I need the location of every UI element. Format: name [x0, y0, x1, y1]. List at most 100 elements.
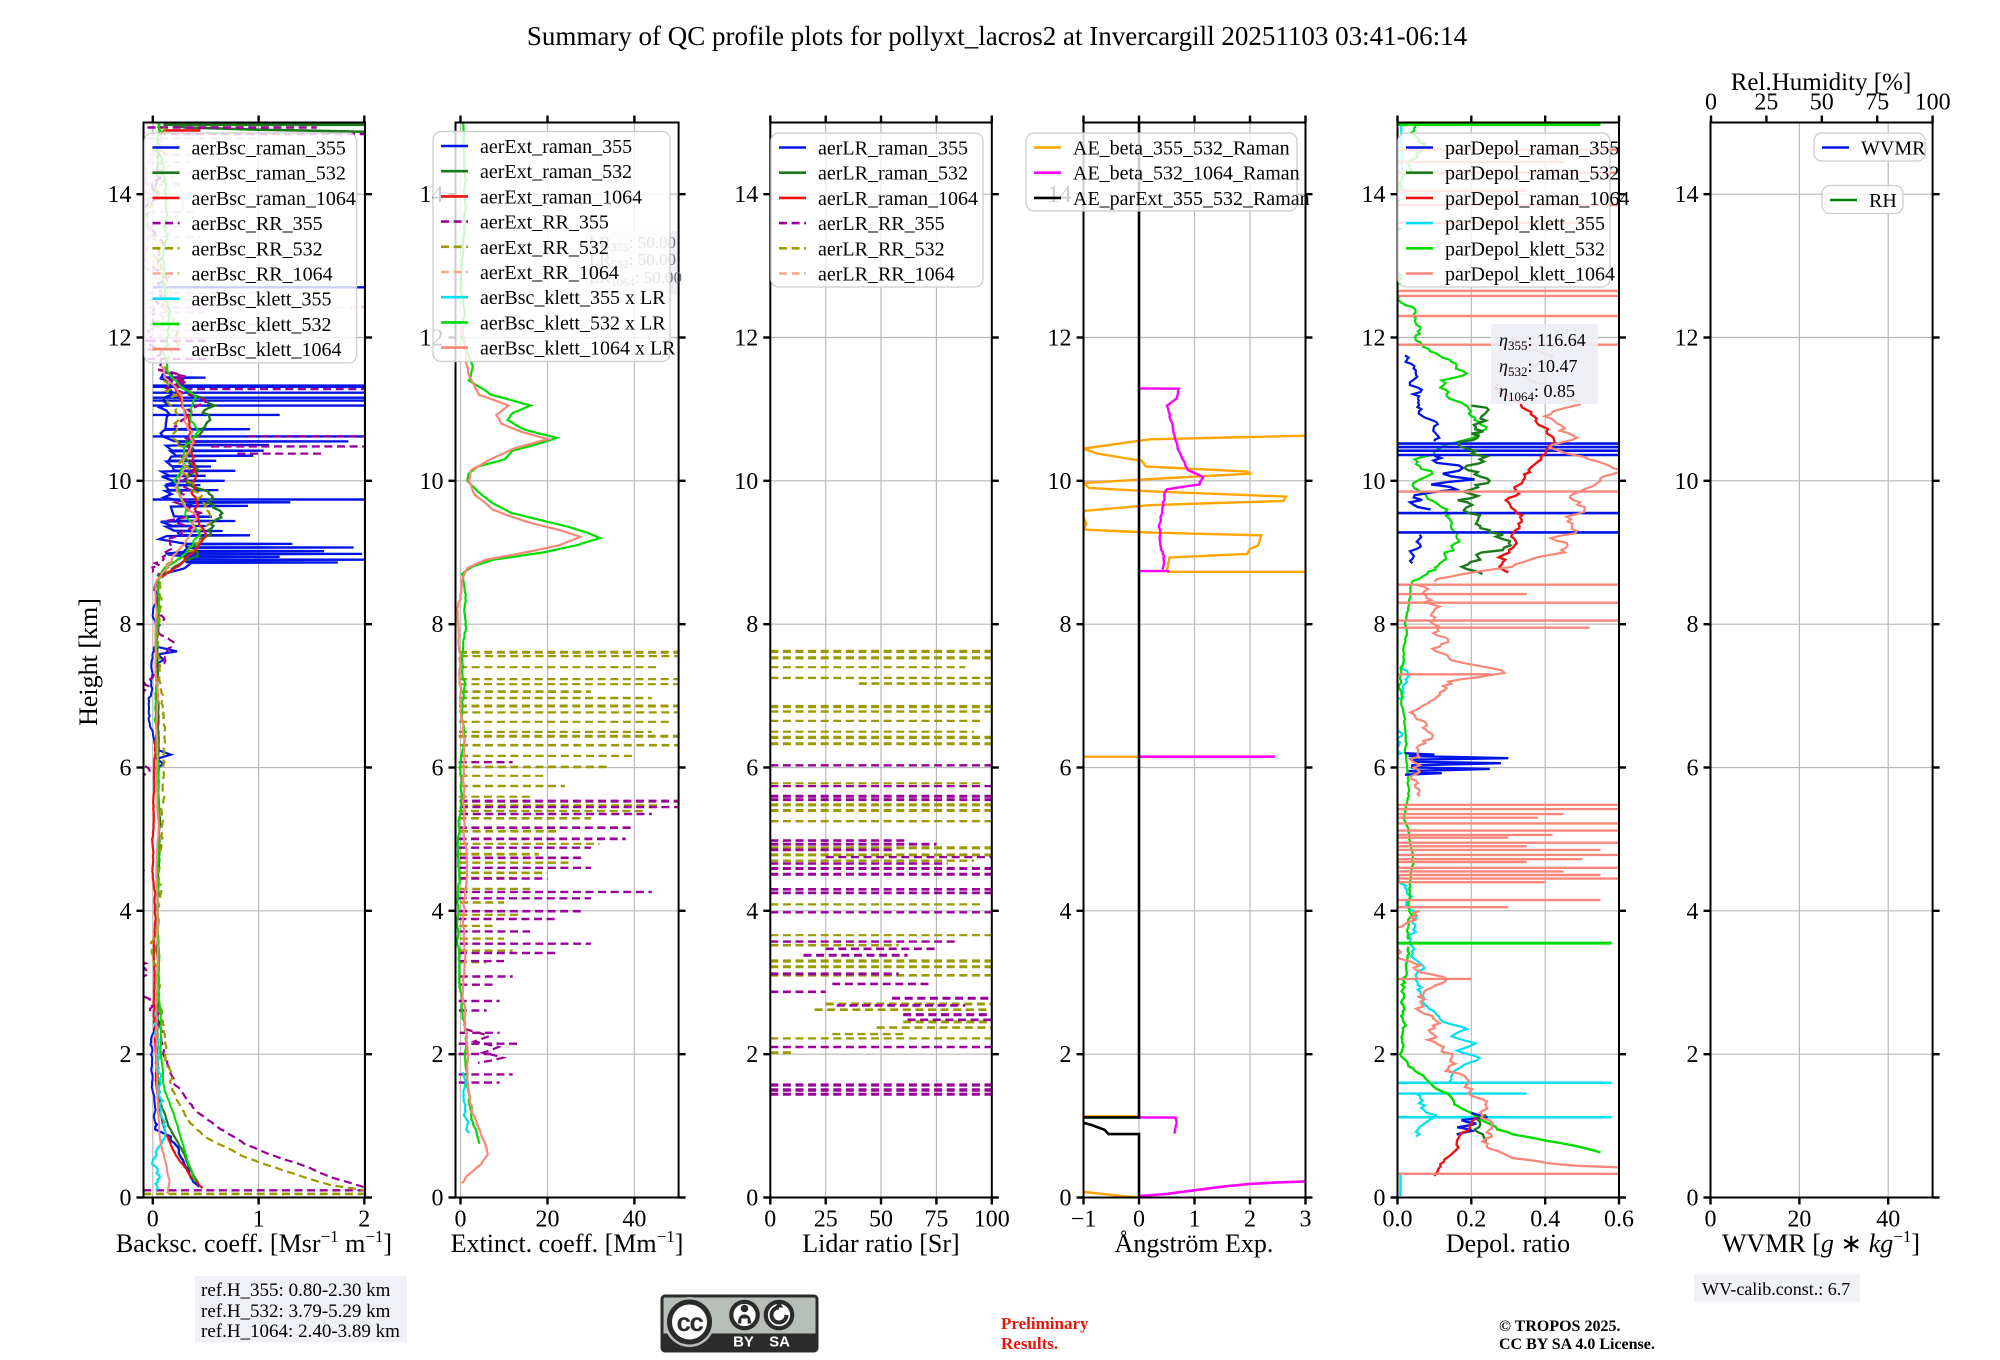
svg-text:0: 0 [147, 1207, 159, 1233]
svg-text:aerBsc_raman_355: aerBsc_raman_355 [192, 138, 346, 160]
svg-text:2: 2 [1687, 1042, 1699, 1068]
svg-text:1: 1 [253, 1207, 265, 1233]
svg-text:14: 14 [1362, 182, 1386, 208]
svg-text:aerLR_RR_532: aerLR_RR_532 [818, 238, 945, 260]
svg-text:50: 50 [869, 1207, 893, 1233]
svg-text:© TROPOS 2025.: © TROPOS 2025. [1499, 1318, 1620, 1335]
svg-text:0: 0 [1705, 90, 1717, 116]
svg-text:aerLR_raman_355: aerLR_raman_355 [818, 138, 968, 160]
svg-text:aerBsc_klett_532 x LR: aerBsc_klett_532 x LR [480, 312, 666, 334]
svg-text:Backsc. coeff. [Msr−1 m−1]: Backsc. coeff. [Msr−1 m−1] [116, 1227, 392, 1258]
svg-text:RH: RH [1869, 190, 1897, 212]
svg-text:parDepol_klett_1064: parDepol_klett_1064 [1445, 264, 1615, 286]
svg-text:aerLR_raman_1064: aerLR_raman_1064 [818, 188, 978, 210]
svg-text:aerBsc_klett_532: aerBsc_klett_532 [192, 314, 332, 336]
svg-text:SA: SA [769, 1334, 790, 1351]
svg-text:ref.H_532: 3.79-5.29 km: ref.H_532: 3.79-5.29 km [201, 1301, 391, 1322]
svg-text:40: 40 [1876, 1207, 1900, 1233]
svg-text:0: 0 [1374, 1186, 1386, 1212]
svg-text:WV-calib.const.: 6.7: WV-calib.const.: 6.7 [1702, 1279, 1850, 1299]
svg-text:0: 0 [1705, 1207, 1717, 1233]
svg-text:6: 6 [1374, 756, 1386, 782]
svg-text:Rel.Humidity [%]: Rel.Humidity [%] [1731, 69, 1912, 96]
svg-text:aerBsc_raman_532: aerBsc_raman_532 [192, 163, 346, 185]
svg-text:20: 20 [536, 1207, 560, 1233]
svg-text:aerExt_raman_355: aerExt_raman_355 [480, 136, 632, 158]
svg-text:aerBsc_klett_355 x LR: aerBsc_klett_355 x LR [480, 287, 666, 309]
svg-text:12: 12 [1675, 326, 1699, 352]
svg-text:0: 0 [1687, 1186, 1699, 1212]
svg-text:−1: −1 [1071, 1207, 1097, 1233]
svg-text:Height [km]: Height [km] [74, 598, 103, 726]
svg-text:0: 0 [746, 1186, 758, 1212]
svg-text:12: 12 [1048, 326, 1072, 352]
svg-text:parDepol_raman_355: parDepol_raman_355 [1445, 138, 1619, 160]
svg-text:η1064: 0.85: η1064: 0.85 [1499, 381, 1575, 404]
svg-text:4: 4 [746, 899, 758, 925]
svg-text:14: 14 [734, 182, 758, 208]
svg-text:aerExt_raman_532: aerExt_raman_532 [480, 161, 632, 183]
svg-text:2: 2 [432, 1042, 444, 1068]
svg-text:parDepol_raman_532: parDepol_raman_532 [1445, 163, 1619, 185]
svg-text:3: 3 [1300, 1207, 1312, 1233]
svg-text:aerBsc_RR_1064: aerBsc_RR_1064 [192, 264, 333, 286]
svg-text:η532: 10.47: η532: 10.47 [1499, 356, 1577, 379]
svg-text:Ångström Exp.: Ångström Exp. [1115, 1229, 1274, 1258]
svg-text:0.6: 0.6 [1604, 1207, 1634, 1233]
svg-text:aerBsc_klett_1064: aerBsc_klett_1064 [192, 339, 342, 361]
svg-text:4: 4 [1687, 899, 1699, 925]
svg-text:0: 0 [1133, 1207, 1145, 1233]
svg-text:10: 10 [108, 469, 132, 495]
svg-text:2: 2 [120, 1042, 132, 1068]
svg-text:4: 4 [1374, 899, 1386, 925]
svg-text:2: 2 [1374, 1042, 1386, 1068]
svg-text:η355: 116.64: η355: 116.64 [1499, 330, 1586, 353]
svg-text:12: 12 [108, 326, 132, 352]
svg-text:100: 100 [1915, 90, 1951, 116]
svg-text:8: 8 [1060, 612, 1072, 638]
svg-text:6: 6 [746, 756, 758, 782]
svg-text:10: 10 [1362, 469, 1386, 495]
svg-text:Depol. ratio: Depol. ratio [1446, 1229, 1570, 1258]
svg-text:6: 6 [1687, 756, 1699, 782]
svg-text:50: 50 [1810, 90, 1834, 116]
svg-text:Extinct. coeff. [Mm−1]: Extinct. coeff. [Mm−1] [451, 1227, 684, 1258]
svg-text:75: 75 [1865, 90, 1889, 116]
svg-text:Lidar ratio [Sr]: Lidar ratio [Sr] [802, 1229, 959, 1258]
svg-text:aerBsc_RR_355: aerBsc_RR_355 [192, 213, 323, 235]
svg-text:8: 8 [432, 612, 444, 638]
svg-text:0.4: 0.4 [1530, 1207, 1560, 1233]
svg-text:aerBsc_klett_355: aerBsc_klett_355 [192, 289, 332, 311]
svg-text:1: 1 [1189, 1207, 1201, 1233]
svg-text:10: 10 [420, 469, 444, 495]
svg-text:0: 0 [120, 1186, 132, 1212]
svg-text:2: 2 [358, 1207, 370, 1233]
svg-text:aerLR_raman_532: aerLR_raman_532 [818, 163, 968, 185]
svg-text:75: 75 [924, 1207, 948, 1233]
svg-text:0: 0 [432, 1186, 444, 1212]
svg-text:CC BY SA 4.0 License.: CC BY SA 4.0 License. [1499, 1336, 1655, 1353]
svg-text:6: 6 [120, 756, 132, 782]
svg-text:Preliminary: Preliminary [1001, 1314, 1089, 1333]
svg-text:aerLR_RR_355: aerLR_RR_355 [818, 213, 945, 235]
svg-text:10: 10 [734, 469, 758, 495]
svg-text:AE_parExt_355_532_Raman: AE_parExt_355_532_Raman [1073, 188, 1310, 210]
svg-text:Summary of QC profile plots fo: Summary of QC profile plots for pollyxt_… [527, 21, 1468, 51]
svg-text:aerExt_raman_1064: aerExt_raman_1064 [480, 186, 642, 208]
svg-text:2: 2 [1060, 1042, 1072, 1068]
svg-text:AE_beta_532_1064_Raman: AE_beta_532_1064_Raman [1073, 163, 1300, 185]
svg-text:20: 20 [1787, 1207, 1811, 1233]
svg-text:2: 2 [746, 1042, 758, 1068]
svg-text:aerExt_RR_355: aerExt_RR_355 [480, 212, 609, 234]
svg-text:4: 4 [120, 899, 132, 925]
svg-text:AE_beta_355_532_Raman: AE_beta_355_532_Raman [1073, 138, 1290, 160]
svg-text:100: 100 [974, 1207, 1010, 1233]
svg-text:14: 14 [108, 182, 132, 208]
svg-text:aerLR_RR_1064: aerLR_RR_1064 [818, 264, 955, 286]
svg-text:6: 6 [432, 756, 444, 782]
svg-text:12: 12 [1362, 326, 1386, 352]
svg-text:Results.: Results. [1001, 1334, 1058, 1353]
svg-text:parDepol_klett_532: parDepol_klett_532 [1445, 238, 1605, 260]
svg-text:25: 25 [1754, 90, 1778, 116]
svg-text:WVMR [g ∗ kg−1]: WVMR [g ∗ kg−1] [1722, 1227, 1920, 1258]
